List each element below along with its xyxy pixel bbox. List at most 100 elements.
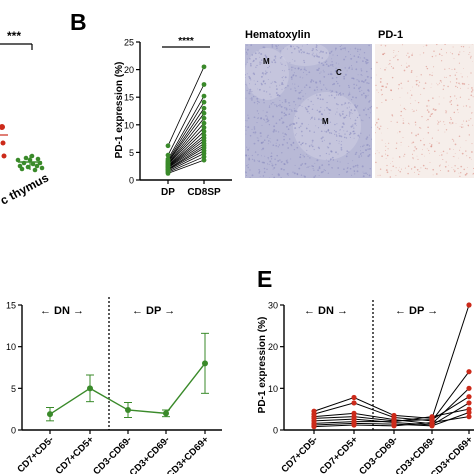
e-group-dn: ← DN → [304,305,348,317]
d-point [125,407,131,413]
e-point [351,400,357,406]
e-point [466,385,472,391]
a-green-point [29,153,35,159]
hematoxylin-image [245,44,372,178]
y-tick-label: 10 [6,342,16,352]
x-tick-label: CD7+CD5+ [54,434,97,474]
a-xlabel-fragment: c thymus [0,170,51,207]
e-ylabel: PD-1 expression (%) [257,317,268,414]
b-pair-line [167,143,205,169]
a-green-point [25,164,31,170]
b-pair-line [167,112,205,163]
histo-label-c: C [336,68,342,77]
y-tick-label: 20 [124,65,134,75]
significance-a: *** [7,29,21,43]
e-point [429,414,435,420]
hematoxylin-title: Hematoxylin [245,29,311,41]
a-green-point [30,161,36,167]
b-point-cd8sp [201,129,207,134]
y-tick-label: 0 [129,176,134,186]
a-green-point [35,156,41,162]
b-point-cd8sp [201,93,207,99]
e-point [466,414,472,420]
e-point [351,422,357,428]
b-x-tick-label: CD8SP [187,187,221,198]
b-point-dp [165,152,171,158]
x-tick-label: CD3+CD69- [128,434,173,474]
histo-label-m2: M [322,117,329,126]
panel-d: 0 5 10 15 CD7+CD5-CD7+CD5+CD3-CD69-CD3+CD69-… [6,297,222,474]
d-point [163,410,169,417]
panel-letter-b: B [70,9,87,35]
d-group-dn: ← DN → [40,305,84,317]
y-tick-label: 0 [273,426,278,436]
b-point-cd8sp [201,154,207,160]
d-point [47,411,53,418]
x-tick-label: CD7+CD5+ [318,434,361,474]
e-point [466,302,472,308]
b-pair-line [167,131,205,166]
b-point-cd8sp [201,99,207,105]
y-tick-label: 25 [124,38,134,48]
y-tick-label: 5 [11,384,16,394]
a-green-point [15,157,21,163]
d-plot [46,332,209,422]
panel-letter-e: E [257,266,272,292]
b-point-cd8sp [201,105,207,111]
b-pair-lines [167,66,205,174]
y-tick-label: 20 [268,342,278,352]
e-point [466,400,472,406]
e-point [466,369,472,375]
b-point-cd8sp [201,110,207,116]
b-pair-line [167,117,205,164]
e-point [311,424,317,430]
b-point-cd8sp [201,151,207,156]
x-tick-label: CD3-CD69- [91,434,134,474]
a-red-point [0,124,5,130]
e-point [466,409,472,416]
significance-b: **** [178,36,194,47]
histo-label-m1: M [263,57,270,66]
x-tick-label: CD7+CD5- [15,434,56,474]
b-pair-line [167,145,205,170]
x-tick-label: CD3-CD69- [357,434,400,474]
e-point [351,394,357,401]
e-plot [311,302,472,430]
a-green-point [23,155,29,161]
a-green-point [32,167,38,173]
b-pair-line [167,156,205,173]
a-red-point [0,140,6,146]
e-group-dp: ← DP → [395,305,438,317]
b-pair-line [167,84,205,156]
b-pair-line [167,134,205,167]
pd1-title: PD-1 [378,29,403,41]
d-axes: 0 5 10 15 CD7+CD5-CD7+CD5+CD3-CD69-CD3+CD69-… [6,301,222,474]
y-tick-label: 5 [129,148,134,158]
b-point-cd8sp [201,115,207,121]
e-point [466,394,472,400]
e-point [391,423,397,429]
e-point [429,419,435,426]
b-ylabel: PD-1 expression (%) [114,62,125,159]
b-pair-line [167,150,205,171]
b-point-cd8sp [201,82,207,87]
y-tick-label: 30 [268,301,278,311]
b-pair-line [167,122,205,165]
x-tick-label: CD3+CD69+ [165,434,212,474]
b-pair-line [167,95,205,160]
b-points [165,64,207,176]
y-tick-label: 15 [124,93,134,103]
b-point-dp [165,143,171,149]
d-group-dp: ← DP → [132,305,175,317]
a-green-point [19,166,25,172]
d-point [87,385,93,392]
pd1-image [375,44,474,178]
b-pair-line [167,108,205,163]
b-point-cd8sp [201,120,207,126]
b-pair-line [167,127,205,165]
b-pair-line [167,137,205,168]
b-pair-line [167,66,205,146]
b-x-tick-label: DP [161,187,175,198]
a-green-point [34,163,40,169]
